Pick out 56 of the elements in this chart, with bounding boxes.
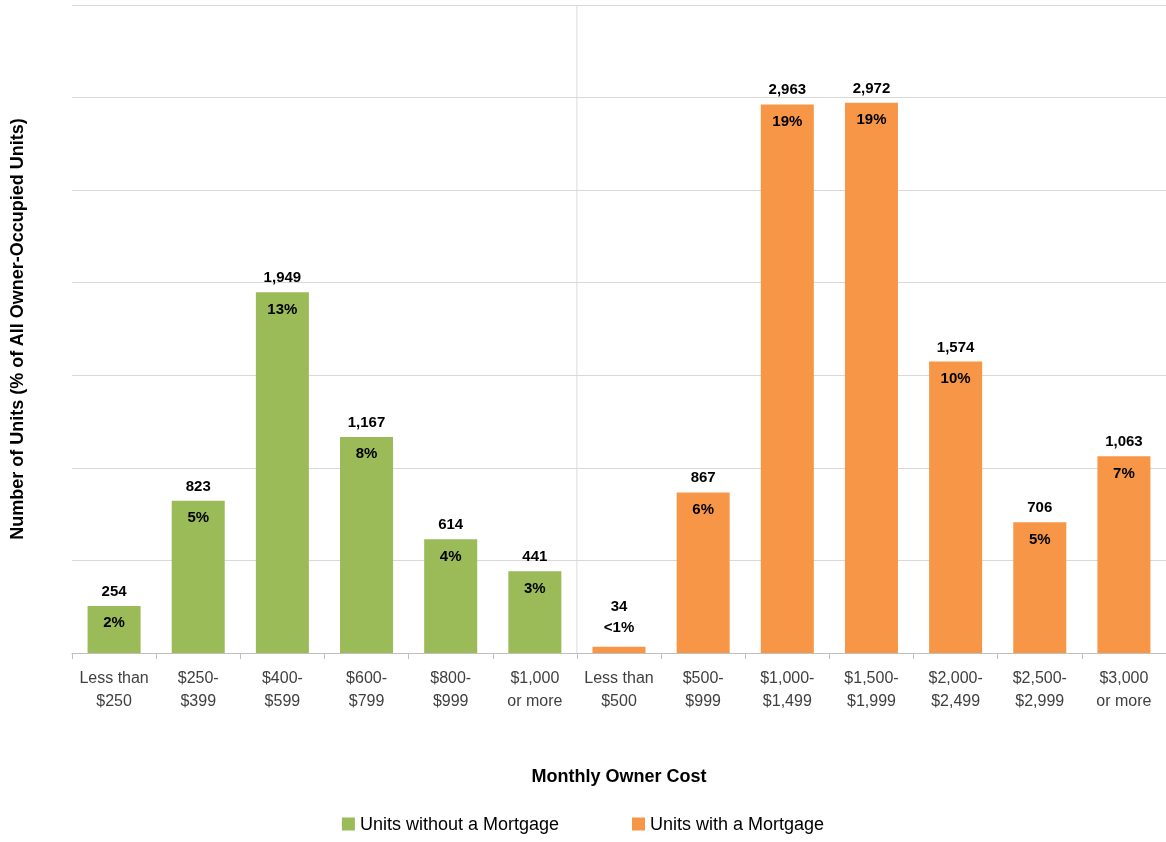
annotation: 3%: [524, 578, 546, 596]
bar: [929, 361, 983, 653]
x-tick-label: $1,000 or more: [507, 669, 563, 709]
bar: [340, 436, 394, 653]
annotation: 7%: [1113, 463, 1135, 481]
x-tick-label: $1,000- $1,499: [760, 669, 815, 709]
annotation: 13%: [267, 299, 298, 317]
data-label: 823: [185, 476, 211, 494]
data-label: 441: [522, 547, 548, 565]
data-label: 1,949: [263, 268, 302, 286]
bar: [508, 571, 562, 653]
bar: [424, 539, 478, 653]
annotation: 8%: [355, 444, 378, 462]
bar: [171, 500, 225, 653]
bar: [87, 605, 141, 653]
bar: [760, 104, 814, 653]
data-label: 34: [610, 596, 628, 614]
x-tick-label: $800- $999: [430, 669, 472, 709]
data-label: 1,063: [1105, 432, 1143, 450]
annotation: 4%: [439, 546, 462, 564]
x-tick-label: Less than $500: [584, 669, 654, 709]
data-label: 706: [1027, 498, 1053, 516]
annotation: 5%: [187, 508, 210, 526]
annotation: 5%: [1028, 529, 1051, 547]
x-tick-label: $250- $399: [177, 669, 219, 709]
data-label: 1,574: [936, 337, 976, 355]
x-tick-label: $500- $999: [682, 669, 724, 709]
data-label: 2,972: [852, 78, 891, 96]
x-tick-label: $1,500- $1,999: [844, 669, 899, 709]
bar: [1097, 456, 1151, 653]
annotation: 2%: [103, 613, 125, 631]
data-label: 867: [690, 468, 716, 486]
x-tick-label: $600- $799: [346, 669, 387, 709]
annotation: 19%: [772, 111, 803, 129]
data-label: 1,167: [347, 412, 386, 430]
bar: [592, 646, 646, 653]
annotation: 19%: [856, 110, 887, 128]
x-tick-label: $400- $599: [261, 669, 303, 709]
data-label: 614: [438, 515, 464, 533]
x-tick-label: $2,000- $2,499: [928, 669, 983, 709]
x-tick-label: $2,500- $2,999: [1012, 669, 1067, 709]
y-axis-title: Number of Units (% of All Owner-Occupied Units): [7, 118, 27, 540]
bar: [255, 292, 309, 653]
x-tick-label: Less than $250: [79, 669, 149, 709]
bar: [1013, 522, 1067, 653]
bar: [844, 102, 898, 653]
x-axis-title: Monthly Owner Cost: [531, 766, 707, 786]
bar: [676, 492, 730, 653]
x-tick-label: $3,000 or more: [1096, 669, 1152, 709]
data-label: 2,963: [768, 80, 807, 98]
legend-label: Units with a Mortgage: [650, 814, 825, 834]
legend-label: Units without a Mortgage: [359, 814, 560, 834]
annotation: <1%: [603, 618, 635, 636]
data-label: 254: [101, 581, 128, 599]
annotation: 6%: [692, 499, 714, 517]
annotation: 10%: [940, 369, 971, 387]
